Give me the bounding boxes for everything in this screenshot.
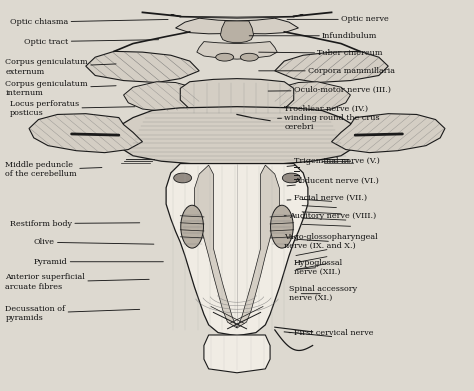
Text: Abducent nerve (VI.): Abducent nerve (VI.) <box>287 177 379 186</box>
Text: Optic chiasma: Optic chiasma <box>10 18 168 26</box>
Text: Pyramid: Pyramid <box>34 258 164 266</box>
Text: Hypoglossal
nerve (XII.): Hypoglossal nerve (XII.) <box>294 259 343 276</box>
Text: Tuber cinereum: Tuber cinereum <box>259 49 383 57</box>
Text: Locus perforatus
posticus: Locus perforatus posticus <box>10 100 135 117</box>
Polygon shape <box>237 165 280 328</box>
Ellipse shape <box>173 173 191 183</box>
Text: Spinal accessory
nerve (XI.): Spinal accessory nerve (XI.) <box>289 285 357 302</box>
Text: Olive: Olive <box>34 238 154 246</box>
Polygon shape <box>124 82 199 112</box>
Text: Facial nerve (VII.): Facial nerve (VII.) <box>287 194 367 202</box>
Ellipse shape <box>216 53 234 61</box>
Polygon shape <box>194 165 237 328</box>
Text: Middle peduncle
of the cerebellum: Middle peduncle of the cerebellum <box>5 161 102 178</box>
Ellipse shape <box>181 205 203 248</box>
Text: Anterior superficial
arcuate fibres: Anterior superficial arcuate fibres <box>5 273 149 291</box>
Polygon shape <box>114 107 360 165</box>
Ellipse shape <box>240 53 258 61</box>
Polygon shape <box>275 82 350 112</box>
Text: First cervical nerve: First cervical nerve <box>289 329 373 337</box>
Polygon shape <box>275 51 388 83</box>
Polygon shape <box>220 21 254 42</box>
Polygon shape <box>331 114 445 152</box>
Polygon shape <box>204 335 270 373</box>
Text: Auditory nerve (VIII.): Auditory nerve (VIII.) <box>284 212 376 220</box>
Text: Vago-glossopharyngeal
nerve (IX. and X.): Vago-glossopharyngeal nerve (IX. and X.) <box>284 233 378 250</box>
Text: Restiform body: Restiform body <box>10 220 140 228</box>
Text: Corpus geniculatum
externum: Corpus geniculatum externum <box>5 58 116 75</box>
Text: Optic tract: Optic tract <box>24 38 159 46</box>
Polygon shape <box>180 79 294 115</box>
Polygon shape <box>197 41 277 59</box>
Polygon shape <box>171 14 303 18</box>
Ellipse shape <box>283 173 301 183</box>
Text: Oculo-motor nerve (III.): Oculo-motor nerve (III.) <box>268 86 391 94</box>
Text: Corpora mammillaria: Corpora mammillaria <box>259 67 395 75</box>
Text: Trochlear nerve (IV.)
winding round the crus
cerebri: Trochlear nerve (IV.) winding round the … <box>278 104 380 131</box>
Polygon shape <box>86 51 199 83</box>
Polygon shape <box>166 163 308 336</box>
Text: Corpus geniculatum
internum: Corpus geniculatum internum <box>5 80 116 97</box>
Polygon shape <box>29 114 143 152</box>
Text: Infundibulum: Infundibulum <box>249 32 377 40</box>
Text: Decussation of
pyramids: Decussation of pyramids <box>5 305 140 322</box>
Ellipse shape <box>271 205 293 248</box>
Text: Trigeminal nerve (V.): Trigeminal nerve (V.) <box>287 157 380 167</box>
Polygon shape <box>175 18 299 34</box>
Text: Optic nerve: Optic nerve <box>287 15 389 23</box>
